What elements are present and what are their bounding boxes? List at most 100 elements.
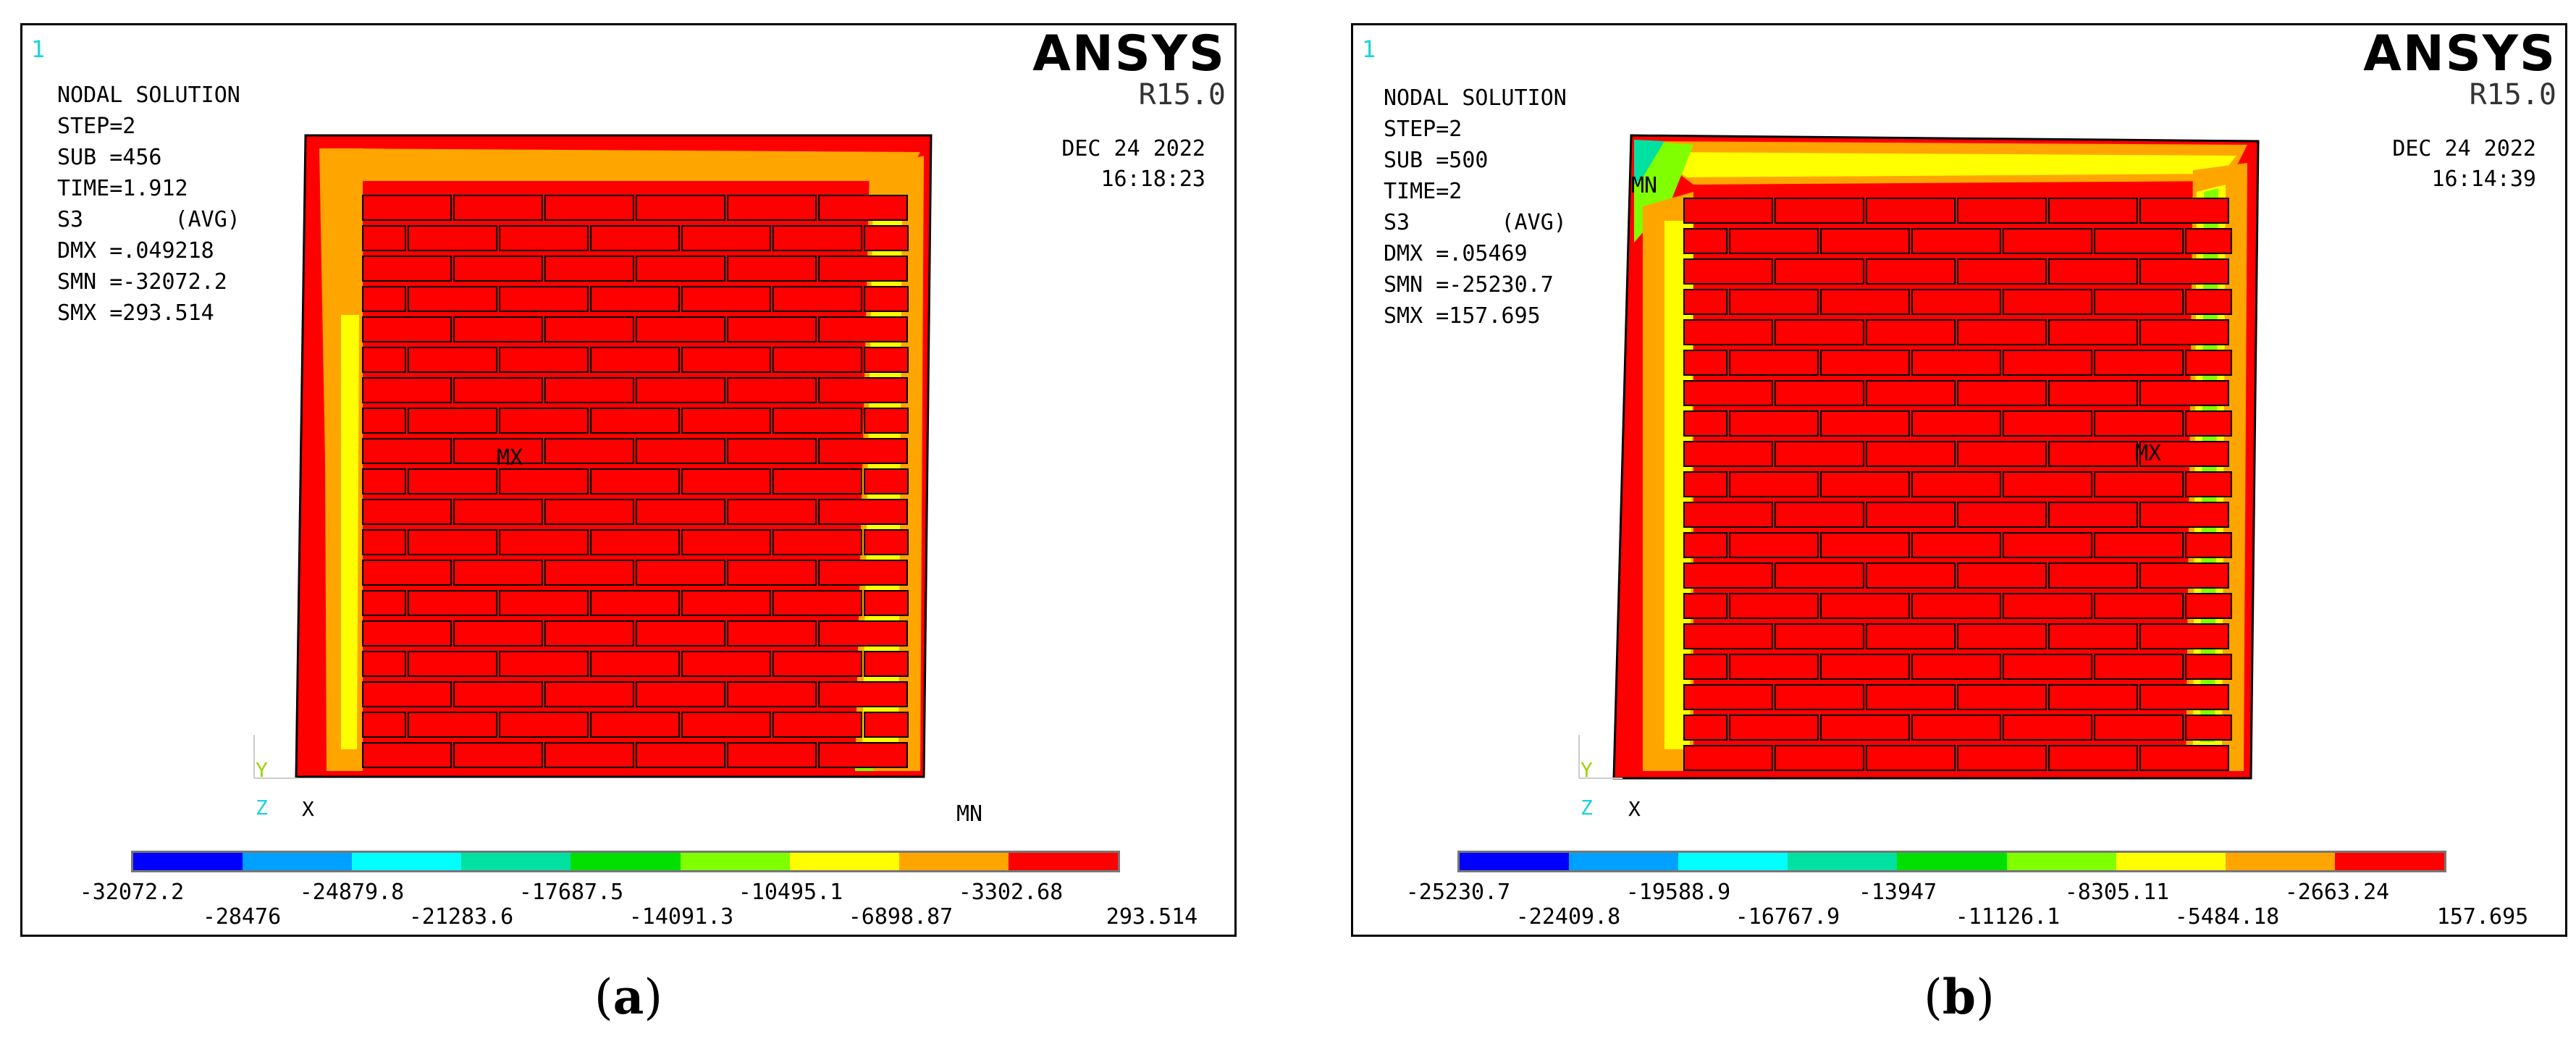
yellow-zone-top	[1657, 152, 2236, 177]
brick	[1820, 410, 1910, 437]
brick	[453, 316, 543, 342]
brick	[2094, 654, 2184, 680]
solution-info: STEP=2 SUB =456 TIME=1.912 S3 (AVG) DMX …	[57, 111, 240, 329]
brick	[1683, 289, 1727, 315]
caption-a: (a)	[594, 969, 663, 1025]
brick	[499, 408, 589, 434]
brick	[2139, 502, 2229, 528]
brick	[1683, 502, 1773, 528]
brick	[1866, 684, 1956, 710]
brick	[544, 742, 634, 768]
brick	[1911, 654, 2001, 680]
brick	[773, 529, 862, 555]
brick	[1775, 563, 1864, 589]
legend-label: -8305.11	[2064, 880, 2170, 905]
brick	[499, 286, 589, 312]
brick	[1775, 745, 1864, 771]
brick	[2139, 380, 2229, 406]
brick	[408, 712, 497, 738]
brick	[590, 651, 680, 677]
brick	[362, 347, 406, 373]
brick	[681, 408, 771, 434]
s3-label: S3 (AVG)	[1384, 210, 1567, 235]
legend-band	[1460, 853, 1570, 870]
brick	[453, 499, 543, 525]
legend-label: -32072.2	[79, 880, 185, 905]
brick	[818, 316, 908, 342]
legend-label: -11126.1	[1955, 904, 2061, 930]
date-text: DEC 24 2022	[1061, 136, 1205, 161]
brick	[1866, 563, 1956, 589]
brick	[818, 560, 908, 586]
brick	[1683, 471, 1727, 497]
brick	[2048, 502, 2138, 528]
plot-title: NODAL SOLUTION	[1384, 85, 1567, 111]
brick	[2094, 471, 2184, 497]
brick	[1957, 258, 2047, 285]
brick	[544, 256, 634, 282]
brick	[1820, 471, 1910, 497]
brick	[1866, 441, 1956, 467]
brick	[818, 195, 908, 221]
brick	[590, 590, 680, 616]
brick	[2185, 289, 2232, 315]
brick	[1775, 441, 1864, 467]
brick	[2048, 563, 2138, 589]
brick	[681, 225, 771, 251]
brick	[499, 225, 589, 251]
brick	[2048, 684, 2138, 710]
brick	[1683, 623, 1773, 649]
brick	[408, 529, 497, 555]
brick	[1683, 198, 1773, 224]
brick	[818, 256, 908, 282]
brick	[408, 590, 497, 616]
brick	[1775, 198, 1864, 224]
legend-label: -5484.18	[2174, 904, 2280, 930]
brick	[1911, 593, 2001, 619]
brick	[636, 316, 725, 342]
brick	[773, 651, 862, 677]
brick	[818, 681, 908, 707]
brick	[1729, 715, 1819, 741]
window-number: 1	[31, 35, 46, 63]
legend-label: 293.514	[1106, 904, 1198, 930]
brick	[1683, 745, 1773, 771]
brick	[727, 560, 817, 586]
brick	[1683, 228, 1727, 254]
brick	[1775, 684, 1864, 710]
brick	[727, 742, 817, 768]
s3-label: S3 (AVG)	[57, 207, 240, 232]
brick	[636, 742, 725, 768]
legend-band	[680, 853, 790, 870]
brick	[1957, 502, 2047, 528]
contour-plot-panel-b: 1 NODAL SOLUTION STEP=2 SUB =500 TIME=2 …	[1351, 23, 2567, 937]
legend-label: -6898.87	[848, 904, 954, 930]
brick	[818, 377, 908, 403]
brick	[818, 499, 908, 525]
brick	[2185, 654, 2232, 680]
brick	[2139, 319, 2229, 345]
brick	[1820, 228, 1910, 254]
brick	[499, 651, 589, 677]
timestamp: DEC 24 2022 16:14:39	[2392, 134, 2536, 195]
wall-contour-plot	[253, 134, 933, 779]
legend-band	[1788, 853, 1898, 870]
brick	[2094, 410, 2184, 437]
brick	[681, 286, 771, 312]
brick	[773, 347, 862, 373]
mortar-zone-top	[334, 148, 920, 181]
brick	[2139, 258, 2229, 285]
brick	[2003, 350, 2092, 376]
brick	[2094, 228, 2184, 254]
brick	[1775, 319, 1864, 345]
brick	[1866, 623, 1956, 649]
brick	[453, 560, 543, 586]
brick	[1957, 684, 2047, 710]
brick	[499, 712, 589, 738]
brick	[636, 560, 725, 586]
brick	[636, 499, 725, 525]
brick	[362, 195, 452, 221]
brick	[362, 620, 452, 646]
brick	[2185, 715, 2232, 741]
brick	[544, 499, 634, 525]
